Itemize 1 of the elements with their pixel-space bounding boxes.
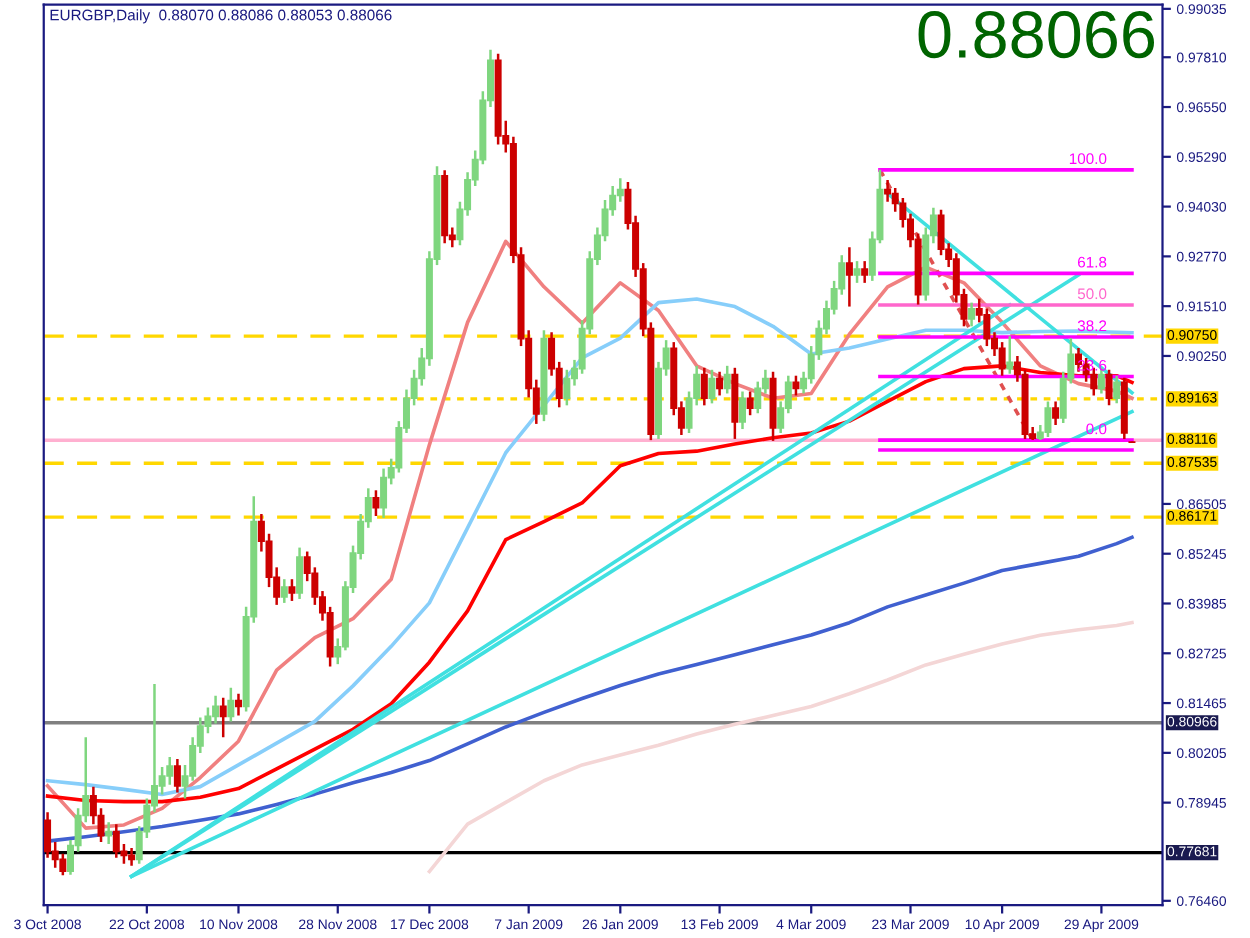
annotation: 0.88066 [918, 10, 1154, 59]
